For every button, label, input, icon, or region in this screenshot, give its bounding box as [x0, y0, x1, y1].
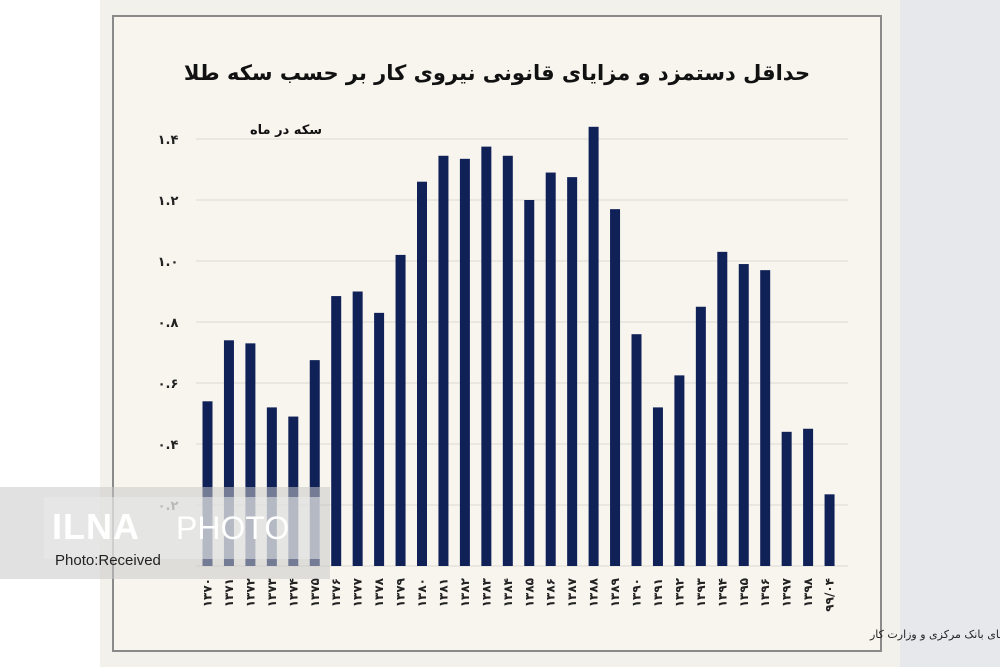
- x-tick-label: ۱۳۸۶: [544, 578, 558, 607]
- bar: [481, 146, 492, 566]
- bar: [545, 172, 556, 567]
- x-tick-label: ۱۳۸۰: [415, 578, 429, 607]
- bar: [803, 428, 814, 566]
- x-tick-label: ۱۳۸۳: [479, 577, 493, 607]
- bar: [352, 291, 363, 566]
- x-tick-label: ۱۳۷۳: [265, 577, 279, 607]
- bar: [331, 296, 342, 566]
- bar: [502, 155, 513, 566]
- x-tick-label: ۱۳۷۷: [351, 577, 365, 607]
- x-tick-label: ۱۳۹۸: [801, 577, 815, 607]
- x-tick-label: ۱۳۸۸: [587, 577, 601, 607]
- y-tick-label: ۱.۲: [158, 194, 179, 209]
- x-tick-label: ۱۳۹۷: [780, 577, 794, 607]
- bar: [588, 126, 599, 567]
- x-tick-label: ۱۳۸۹: [608, 577, 622, 607]
- x-tick-label: ۱۳۹۵: [737, 578, 751, 607]
- x-tick-label: ۱۳۷۰: [201, 578, 215, 607]
- bar: [223, 340, 234, 566]
- x-tick-label: ۱۳۷۴: [286, 578, 300, 607]
- y-tick-label: ۱.۴: [158, 133, 179, 148]
- watermark-brand: ILNA: [52, 506, 140, 547]
- bar: [245, 343, 256, 566]
- bar: [374, 312, 385, 566]
- x-tick-label: ۱۳۹۴: [715, 578, 729, 607]
- y-tick-label: ۱.۰: [158, 255, 179, 270]
- bar: [781, 431, 792, 566]
- bar: [631, 334, 642, 566]
- x-tick-label: ۱۳۷۲: [243, 577, 257, 607]
- y-tick-label: ۰.۴: [158, 438, 179, 453]
- bar: [824, 494, 835, 566]
- x-tick-label: ۱۳۷۶: [329, 578, 343, 607]
- bar: [417, 181, 427, 566]
- y-tick-label: ۰.۶: [158, 377, 179, 392]
- bar: [567, 177, 578, 566]
- watermark-band: [0, 487, 330, 579]
- x-tick-label: ۱۳۷۵: [308, 578, 322, 607]
- x-tick-label: ۱۳۹۳: [694, 577, 708, 607]
- bar: [202, 401, 213, 566]
- bar: [395, 254, 406, 566]
- bar: [266, 407, 277, 566]
- watermark-photo-label: PHOTO: [176, 510, 290, 546]
- bar: [717, 251, 728, 566]
- x-tick-label: ۱۳۹۶: [758, 578, 772, 607]
- x-tick-label: ۱۳۸۷: [565, 577, 579, 607]
- bar: [610, 209, 621, 566]
- x-tick-label: ۹۹/۰۴: [823, 578, 837, 612]
- source-note: تحلیل و استنتاج: احسان سلطانی بر اساس دا…: [869, 628, 1000, 641]
- bar: [459, 158, 470, 566]
- bar: [309, 360, 320, 566]
- x-tick-label: ۱۳۷۱: [222, 578, 236, 607]
- bar: [652, 407, 663, 566]
- x-tick-label: ۱۳۸۴: [501, 578, 515, 607]
- bar: [438, 155, 449, 566]
- x-tick-label: ۱۳۷۸: [372, 577, 386, 607]
- photo-credit: Photo:Received: [55, 552, 161, 569]
- x-tick-label: ۱۳۸۵: [522, 578, 536, 607]
- page-background: [900, 0, 1000, 667]
- bar: [674, 375, 685, 566]
- x-tick-label: ۱۳۹۱: [651, 578, 665, 607]
- bar: [738, 264, 749, 566]
- y-axis-label: سکه در ماه: [250, 123, 322, 138]
- x-tick-label: ۱۳۸۲: [458, 577, 472, 607]
- bar: [695, 306, 706, 566]
- bar: [524, 200, 535, 566]
- x-tick-label: ۱۳۸۱: [436, 578, 450, 607]
- x-tick-label: ۱۳۹۲: [672, 577, 686, 607]
- x-tick-label: ۱۳۹۰: [630, 578, 644, 607]
- chart-title: حداقل دستمزد و مزایای قانونی نیروی کار ب…: [184, 61, 810, 85]
- bar: [760, 270, 771, 566]
- y-tick-label: ۰.۸: [158, 316, 179, 331]
- x-tick-label: ۱۳۷۹: [394, 577, 408, 607]
